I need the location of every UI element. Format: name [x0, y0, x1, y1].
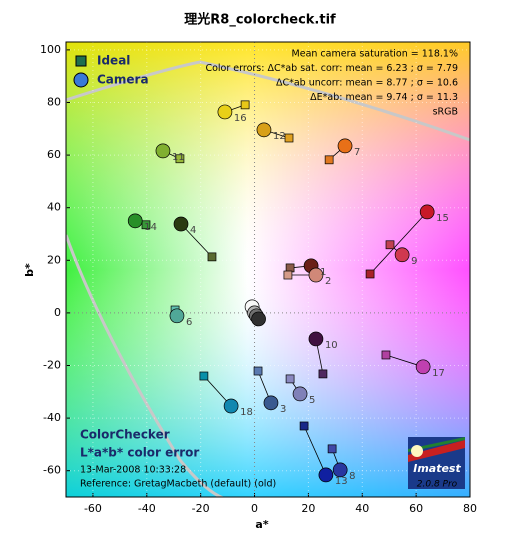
annotation: Mean camera saturation = 118.1% — [292, 49, 458, 60]
point-label: 15 — [436, 213, 449, 224]
y-tick-label: 60 — [47, 148, 61, 161]
ideal-point — [207, 252, 217, 262]
plot-frame — [65, 41, 471, 498]
point-label: 6 — [186, 317, 192, 328]
annotation: ΔE*ab: mean = 9.74 ; σ = 11.3 — [310, 92, 458, 103]
ideal-point — [365, 269, 375, 279]
ideal-point — [385, 240, 395, 250]
annotation: sRGB — [433, 107, 458, 118]
point-label: 17 — [432, 368, 445, 379]
point-label: 1 — [320, 267, 326, 278]
legend-marker — [75, 55, 87, 67]
x-tick-label: -60 — [84, 502, 102, 515]
point-label: 16 — [234, 113, 247, 124]
point-label: 5 — [309, 395, 315, 406]
legend-label: Ideal — [97, 54, 130, 68]
x-axis-label: a* — [255, 518, 268, 531]
camera-point — [173, 216, 189, 232]
ideal-point — [199, 371, 209, 381]
x-tick-label: 20 — [301, 502, 315, 515]
camera-point — [127, 213, 143, 229]
camera-point — [263, 395, 279, 411]
footer-text: Reference: GretagMacbeth (default) (old) — [80, 479, 276, 490]
camera-point — [223, 398, 239, 414]
error-line — [369, 211, 428, 275]
annotation: Color errors: ΔC*ab sat. corr: mean = 6.… — [205, 63, 458, 74]
chart-title: 理光R8_colorcheck.tif — [184, 12, 336, 28]
ideal-point — [299, 421, 309, 431]
point-label: 4 — [190, 225, 196, 236]
y-tick-label: -40 — [43, 411, 61, 424]
x-tick-label: 60 — [409, 502, 423, 515]
camera-point — [318, 467, 334, 483]
ideal-point — [240, 100, 250, 110]
x-tick-label: -20 — [192, 502, 210, 515]
ideal-point — [175, 154, 185, 164]
point-label: 7 — [354, 147, 360, 158]
annotation: ΔC*ab uncorr: mean = 8.77 ; σ = 10.6 — [276, 78, 458, 89]
ideal-point — [253, 366, 263, 376]
point-label: 12 — [273, 131, 286, 142]
camera-point — [292, 386, 308, 402]
x-tick-label: 80 — [463, 502, 477, 515]
error-line — [180, 223, 213, 258]
camera-point — [169, 308, 185, 324]
ideal-point — [283, 270, 293, 280]
point-label: 8 — [349, 471, 355, 482]
footer-text: L*a*b* color error — [80, 446, 199, 460]
y-tick-label: -60 — [43, 464, 61, 477]
point-label: 9 — [411, 256, 417, 267]
version: 2.0.8 Pro — [417, 480, 458, 490]
legend-marker — [73, 72, 89, 88]
y-axis-label: b* — [23, 263, 36, 277]
legend-label: Camera — [97, 73, 149, 87]
ideal-point — [324, 155, 334, 165]
ideal-point — [381, 350, 391, 360]
y-tick-label: 20 — [47, 253, 61, 266]
camera-point — [415, 359, 431, 375]
point-label: 3 — [280, 404, 286, 415]
y-tick-label: 80 — [47, 95, 61, 108]
point-label: 14 — [144, 222, 157, 233]
logo: Imatest 2.0.8 Pro — [408, 437, 465, 490]
camera-point — [251, 311, 266, 327]
point-label: 13 — [335, 476, 348, 487]
error-line — [303, 425, 327, 476]
camera-point — [337, 138, 353, 154]
y-tick-label: -20 — [43, 358, 61, 371]
point-label: 18 — [240, 407, 253, 418]
ideal-point — [318, 369, 328, 379]
point-label: 2 — [325, 276, 331, 287]
x-tick-label: 0 — [251, 502, 258, 515]
camera-point — [308, 331, 324, 347]
camera-point — [419, 204, 435, 220]
x-tick-label: 40 — [355, 502, 369, 515]
y-tick-label: 40 — [47, 201, 61, 214]
footer-text: ColorChecker — [80, 428, 170, 442]
camera-point — [308, 267, 324, 283]
ideal-point — [284, 133, 294, 143]
ideal-point — [327, 444, 337, 454]
point-label: 10 — [325, 340, 338, 351]
point-label: 11 — [172, 152, 185, 163]
ideal-point — [141, 220, 151, 230]
y-tick-label: 0 — [54, 306, 61, 319]
camera-point — [256, 122, 272, 138]
ideal-point — [285, 374, 295, 384]
logo-text: Imatest — [413, 462, 461, 475]
camera-point — [217, 104, 233, 120]
plot-background — [66, 42, 470, 497]
y-tick-label: 100 — [40, 43, 61, 56]
footer-text: 13-Mar-2008 10:33:28 — [80, 465, 186, 476]
camera-point — [394, 247, 410, 263]
camera-point — [332, 462, 348, 478]
camera-point — [155, 143, 171, 159]
x-tick-label: -40 — [138, 502, 156, 515]
